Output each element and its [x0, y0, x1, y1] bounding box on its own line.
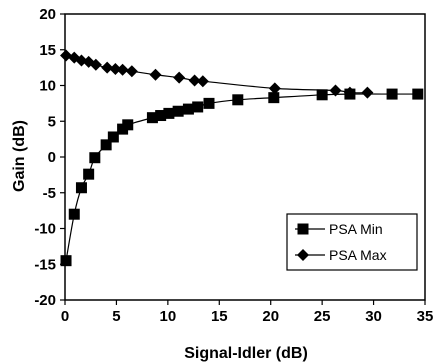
data-point: [412, 88, 424, 100]
x-tick-label: 20: [262, 308, 279, 325]
data-point: [172, 105, 184, 117]
x-tick-label: 0: [61, 308, 69, 325]
data-point: [163, 107, 175, 119]
data-point: [146, 112, 158, 124]
x-tick-label: 25: [314, 308, 331, 325]
data-point: [329, 84, 342, 97]
series-layer: [60, 49, 424, 267]
legend-label: PSA Min: [329, 221, 383, 237]
legend-marker: [297, 249, 309, 261]
x-tick-label: 35: [417, 308, 434, 325]
legend-marker: [297, 223, 309, 235]
data-point: [60, 255, 72, 267]
legend-item: PSA Max: [295, 247, 387, 263]
x-tick-label: 30: [365, 308, 382, 325]
data-point: [100, 139, 112, 151]
data-point: [89, 58, 102, 71]
data-point: [196, 75, 209, 88]
data-point: [268, 92, 280, 104]
data-point: [192, 101, 204, 113]
x-axis-ticks: 0 5 10 15 20 25 30 35: [61, 300, 434, 325]
x-tick-label: 10: [160, 308, 177, 325]
data-point: [116, 63, 129, 76]
y-tick-label: 10: [39, 78, 56, 95]
legend: PSA Min PSA Max: [286, 213, 418, 271]
y-tick-label: -20: [34, 292, 56, 309]
x-tick-label: 5: [112, 308, 120, 325]
data-point: [109, 63, 122, 76]
data-point: [188, 74, 201, 87]
data-point: [155, 110, 167, 122]
data-point: [232, 94, 244, 106]
x-tick-label: 15: [211, 308, 228, 325]
data-point: [182, 103, 194, 115]
data-point: [149, 68, 162, 81]
y-axis-ticks: -20 -15 -10 -5 0 5 10 15 20: [34, 6, 65, 309]
y-tick-label: -10: [34, 221, 56, 238]
data-point: [386, 88, 398, 100]
data-point: [89, 152, 101, 164]
y-axis-label: Gain (dB): [11, 120, 28, 192]
data-point: [107, 131, 119, 143]
data-point: [122, 119, 134, 131]
data-point: [101, 61, 114, 74]
data-point: [268, 82, 281, 95]
legend-label: PSA Max: [329, 247, 387, 263]
data-point: [316, 89, 328, 101]
y-tick-label: -15: [34, 256, 56, 273]
data-point: [173, 71, 186, 84]
y-tick-label: 15: [39, 42, 56, 59]
data-point: [203, 97, 215, 109]
data-point: [68, 208, 80, 220]
data-point: [60, 49, 73, 62]
y-tick-label: 0: [48, 149, 56, 166]
y-tick-label: 20: [39, 6, 56, 23]
series-psa-min: [60, 88, 424, 267]
legend-box: [286, 213, 418, 271]
y-tick-label: -5: [43, 185, 56, 202]
data-point: [361, 86, 374, 99]
legend-item: PSA Min: [295, 221, 383, 237]
series-psa-max: [60, 49, 374, 99]
data-point: [75, 182, 87, 194]
data-point: [343, 86, 356, 99]
x-axis-label: Signal-Idler (dB): [184, 345, 308, 362]
series-line: [65, 54, 368, 94]
data-point: [125, 65, 138, 78]
data-point: [83, 168, 95, 180]
y-tick-label: 5: [48, 113, 56, 130]
